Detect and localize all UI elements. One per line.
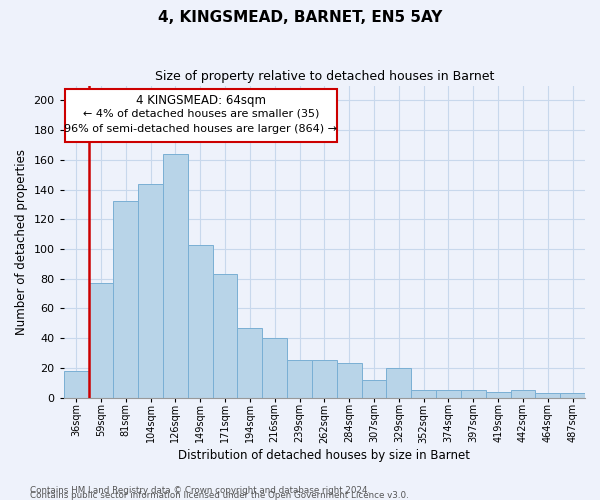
Bar xyxy=(287,360,312,398)
X-axis label: Distribution of detached houses by size in Barnet: Distribution of detached houses by size … xyxy=(178,450,470,462)
Bar xyxy=(486,392,511,398)
Bar xyxy=(511,390,535,398)
Bar xyxy=(212,274,238,398)
Text: 4, KINGSMEAD, BARNET, EN5 5AY: 4, KINGSMEAD, BARNET, EN5 5AY xyxy=(158,10,442,25)
Bar xyxy=(238,328,262,398)
Y-axis label: Number of detached properties: Number of detached properties xyxy=(15,148,28,334)
Text: Contains public sector information licensed under the Open Government Licence v3: Contains public sector information licen… xyxy=(30,491,409,500)
Bar xyxy=(411,390,436,398)
Bar xyxy=(362,380,386,398)
Title: Size of property relative to detached houses in Barnet: Size of property relative to detached ho… xyxy=(155,70,494,83)
Bar xyxy=(65,88,337,142)
Bar xyxy=(312,360,337,398)
Text: 4 KINGSMEAD: 64sqm: 4 KINGSMEAD: 64sqm xyxy=(136,94,266,107)
Bar xyxy=(163,154,188,398)
Bar xyxy=(560,393,585,398)
Bar xyxy=(386,368,411,398)
Bar xyxy=(436,390,461,398)
Bar xyxy=(461,390,486,398)
Text: 96% of semi-detached houses are larger (864) →: 96% of semi-detached houses are larger (… xyxy=(64,124,337,134)
Bar xyxy=(188,244,212,398)
Bar xyxy=(64,371,89,398)
Bar xyxy=(337,364,362,398)
Bar xyxy=(262,338,287,398)
Text: ← 4% of detached houses are smaller (35): ← 4% of detached houses are smaller (35) xyxy=(83,109,319,119)
Bar xyxy=(138,184,163,398)
Bar xyxy=(89,283,113,398)
Bar xyxy=(113,202,138,398)
Text: Contains HM Land Registry data © Crown copyright and database right 2024.: Contains HM Land Registry data © Crown c… xyxy=(30,486,370,495)
Bar xyxy=(535,393,560,398)
